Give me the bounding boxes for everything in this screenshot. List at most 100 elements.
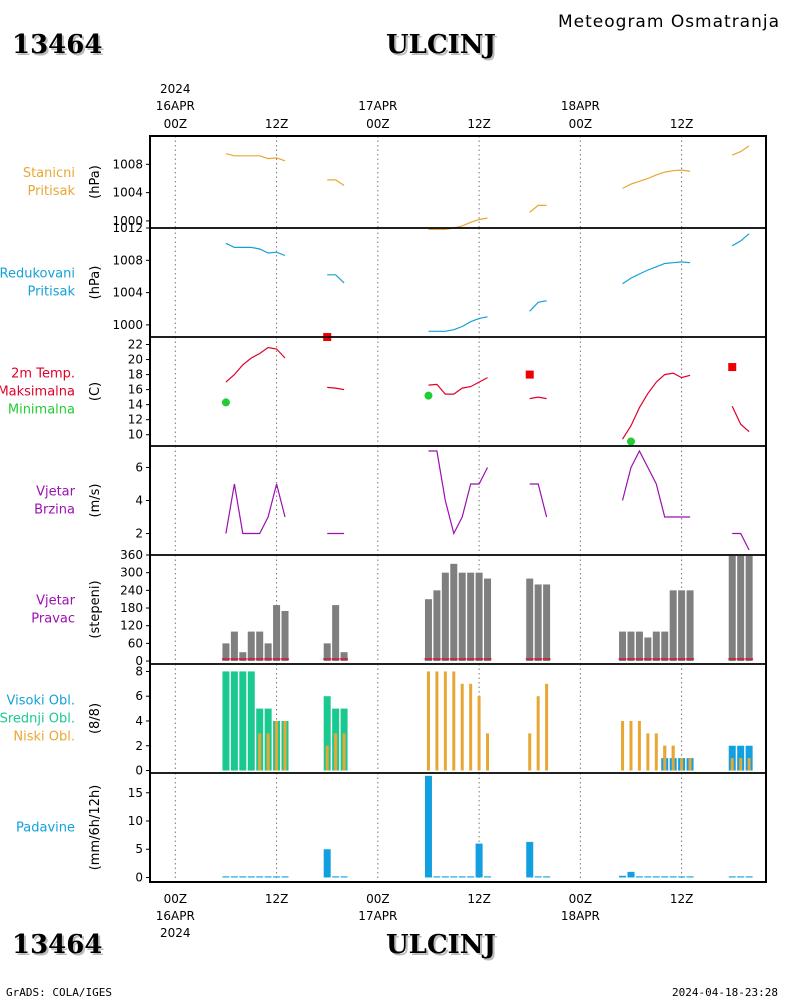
bar-niski <box>469 683 473 771</box>
y-tick-label: 4 <box>135 714 143 728</box>
series-line <box>225 242 286 257</box>
bar-niski <box>629 720 633 771</box>
series-line <box>327 274 345 284</box>
bar <box>627 871 635 878</box>
bar-niski <box>621 720 625 771</box>
bar <box>424 775 432 878</box>
y-tick-label: 0 <box>135 654 143 668</box>
bar <box>340 876 348 878</box>
bar <box>239 652 247 662</box>
y-tick-label: 1000 <box>112 214 143 228</box>
bar <box>475 843 483 878</box>
bar <box>678 876 686 878</box>
y-tick-label: 10 <box>128 428 143 442</box>
bar <box>737 555 745 662</box>
bar-niski <box>536 696 540 771</box>
y-tick-label: 0 <box>135 870 143 884</box>
y-tick-label: 16 <box>128 383 143 397</box>
y-tick-label: 8 <box>135 664 143 678</box>
panel-label: Vjetar <box>36 485 76 500</box>
bar <box>256 631 264 662</box>
top-year-label: 2024 <box>160 82 191 96</box>
bar <box>467 876 475 878</box>
top-time-tick-label: 00Z <box>164 117 188 131</box>
min-temp-marker <box>221 398 230 407</box>
bar <box>526 578 534 662</box>
series-line <box>731 233 750 247</box>
bar <box>543 876 551 878</box>
panel-label: Minimalna <box>8 403 75 418</box>
series-line <box>731 405 750 433</box>
series-line <box>225 346 286 383</box>
bar <box>635 631 643 662</box>
bar <box>627 631 635 662</box>
bar <box>281 610 289 662</box>
panel-label: Vjetar <box>36 594 76 609</box>
y-axis-unit-label: (mm/6h/12h) <box>88 785 103 871</box>
bar <box>230 631 238 662</box>
station-id-bottom: 13464 <box>12 930 103 960</box>
bottom-time-tick-label: 12Z <box>265 892 289 906</box>
bottom-date-label: 18APR <box>561 909 600 923</box>
bar <box>678 590 686 662</box>
bar-niski <box>266 733 270 771</box>
y-axis-unit-label: (m/s) <box>88 484 103 518</box>
y-tick-label: 22 <box>128 338 143 352</box>
series-line <box>428 217 488 230</box>
bar <box>745 876 753 878</box>
panel-label: Pritisak <box>27 184 75 199</box>
bar-niski <box>637 720 641 771</box>
bar <box>526 841 534 878</box>
panel-label: Pravac <box>31 612 75 627</box>
bar <box>222 643 230 662</box>
bar <box>745 555 753 662</box>
bar <box>222 876 230 878</box>
bar-niski <box>654 733 658 771</box>
bar-niski <box>545 683 549 771</box>
bar-niski <box>671 745 675 771</box>
bar <box>467 572 475 662</box>
top-date-label: 16APR <box>156 99 195 113</box>
bar <box>728 555 736 662</box>
bar <box>433 876 441 878</box>
top-time-tick-label: 00Z <box>366 117 390 131</box>
bottom-date-label: 16APR <box>156 909 195 923</box>
series-line <box>225 483 286 535</box>
bar <box>737 876 745 878</box>
bar <box>635 876 643 878</box>
bar <box>686 590 694 662</box>
series-line <box>621 449 691 518</box>
bar <box>424 599 432 662</box>
footer-grads: GrADS: COLA/IGES <box>6 986 112 999</box>
bar-niski <box>258 733 262 771</box>
panel-frame <box>149 445 767 556</box>
bar-niski <box>528 733 532 771</box>
y-axis-unit-label: (hPa) <box>88 266 103 300</box>
bottom-time-tick-label: 12Z <box>670 892 694 906</box>
bar <box>450 876 458 878</box>
bar-niski <box>275 720 279 771</box>
series-line <box>327 386 345 391</box>
y-tick-label: 0 <box>135 764 143 778</box>
bar-niski <box>730 758 734 771</box>
y-tick-label: 6 <box>135 689 143 703</box>
bottom-date-label: 17APR <box>358 909 397 923</box>
bar-niski <box>486 733 490 771</box>
y-tick-label: 6 <box>135 460 143 474</box>
bar <box>247 876 255 878</box>
min-temp-marker <box>626 437 635 446</box>
panel-label: Niski Obl. <box>13 730 75 745</box>
y-tick-label: 360 <box>120 548 143 562</box>
bar <box>686 876 694 878</box>
max-temp-marker <box>525 370 534 379</box>
bar <box>332 876 340 878</box>
bar <box>458 876 466 878</box>
bar <box>273 876 281 878</box>
y-tick-label: 12 <box>128 413 143 427</box>
bar <box>264 643 272 662</box>
bar <box>323 849 331 878</box>
bar <box>323 643 331 662</box>
bottom-time-tick-label: 00Z <box>164 892 188 906</box>
y-axis-unit-label: (C) <box>88 382 103 401</box>
bar <box>281 876 289 878</box>
